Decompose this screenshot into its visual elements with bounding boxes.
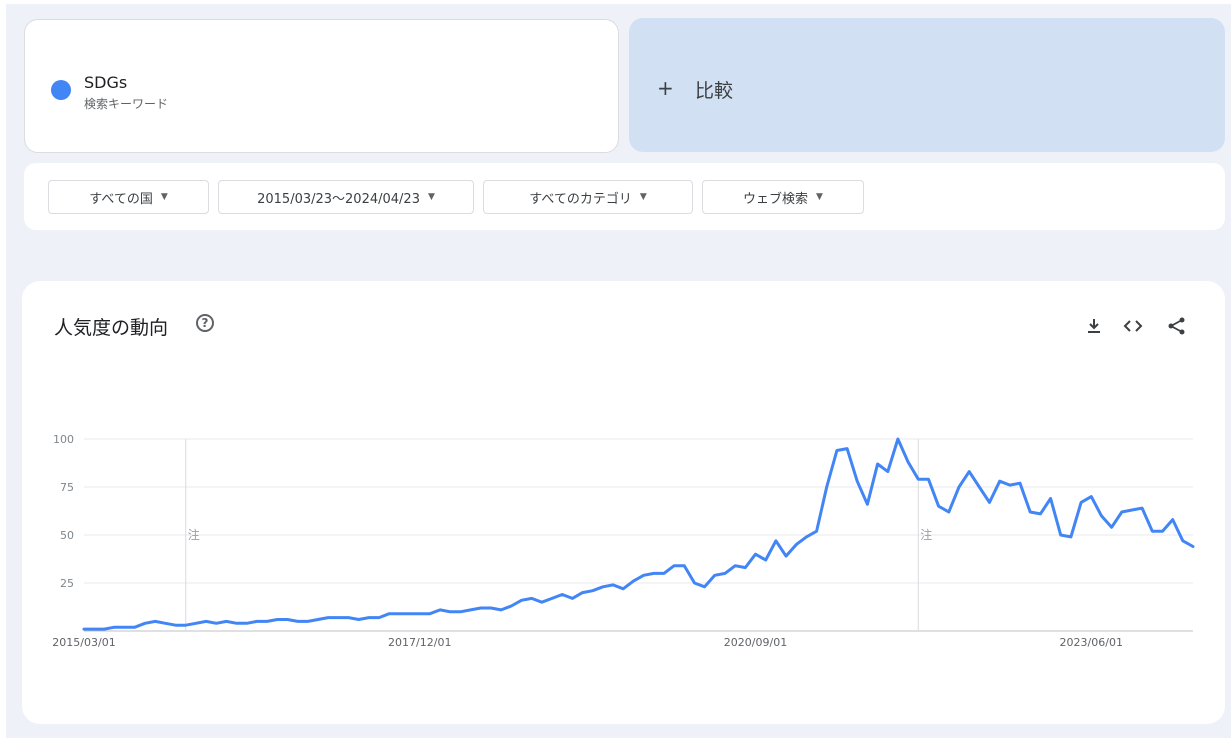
y-tick-label: 75 xyxy=(60,481,74,494)
x-tick-label: 2017/12/01 xyxy=(388,636,451,649)
dropdown-caret-icon: ▼ xyxy=(639,192,647,202)
annotation-marker: 注 xyxy=(920,527,932,542)
compare-label: 比較 xyxy=(695,80,734,102)
download-icon[interactable] xyxy=(1083,315,1105,337)
annotation-marker: 注 xyxy=(188,527,200,542)
y-tick-label: 50 xyxy=(60,529,74,542)
plus-icon: + xyxy=(657,76,674,100)
category-filter[interactable]: すべてのカテゴリ ▼ xyxy=(483,180,693,214)
region-filter-label: すべての国 xyxy=(89,191,153,207)
date-range-filter[interactable]: 2015/03/23～2024/04/23 ▼ xyxy=(218,180,474,214)
y-tick-label: 25 xyxy=(60,577,74,590)
search-type-label: ウェブ検索 xyxy=(743,191,809,207)
trend-chart: 25 50 75 100 注 注 2015/03/01 2017/12/01 2020/09/0… xyxy=(52,433,1195,649)
category-filter-label: すべてのカテゴリ xyxy=(529,191,632,207)
help-icon[interactable]: ? xyxy=(196,314,214,332)
filter-bar: すべての国 ▼ 2015/03/23～2024/04/23 ▼ すべてのカテゴリ… xyxy=(24,163,1225,230)
dropdown-caret-icon: ▼ xyxy=(816,192,823,202)
embed-icon[interactable] xyxy=(1122,315,1144,337)
region-filter[interactable]: すべての国 ▼ xyxy=(48,180,209,214)
y-tick-label: 100 xyxy=(53,433,74,446)
x-tick-label: 2023/06/01 xyxy=(1060,636,1123,649)
share-icon[interactable] xyxy=(1166,315,1188,337)
x-tick-label: 2015/03/01 xyxy=(52,636,115,649)
chart-title: 人気度の動向 xyxy=(54,317,169,339)
chart-card: 人気度の動向 ? 25 50 75 100 注 注 2015/03/01 2017/12/01… xyxy=(22,281,1225,724)
term-color-dot xyxy=(51,80,71,100)
date-range-label: 2015/03/23～2024/04/23 xyxy=(257,191,420,207)
x-tick-label: 2020/09/01 xyxy=(724,636,787,649)
search-term-card[interactable]: SDGs 検索キーワード xyxy=(24,19,619,153)
search-type-filter[interactable]: ウェブ検索 ▼ xyxy=(702,180,864,214)
compare-button[interactable]: + 比較 xyxy=(629,18,1225,152)
series-line xyxy=(82,437,1195,631)
term-name: SDGs xyxy=(84,73,128,92)
dropdown-caret-icon: ▼ xyxy=(427,192,435,202)
term-type-label: 検索キーワード xyxy=(84,97,169,111)
dropdown-caret-icon: ▼ xyxy=(160,192,168,202)
